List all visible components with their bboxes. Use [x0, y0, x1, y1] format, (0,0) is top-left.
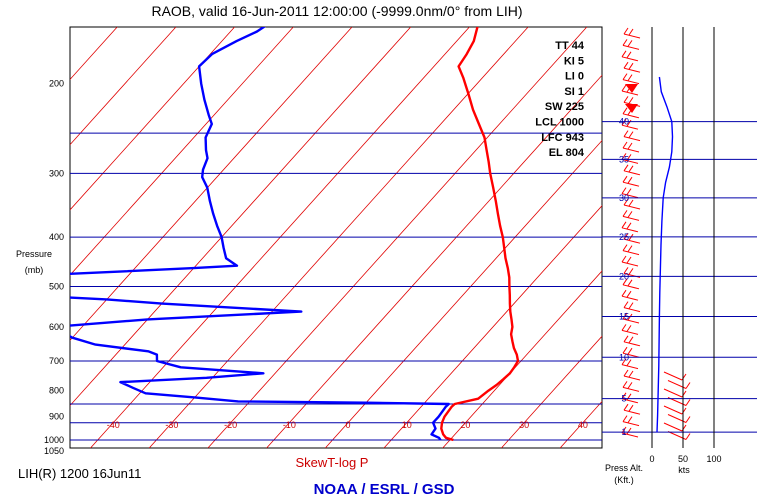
- wind-barb: [622, 415, 640, 427]
- pressure-tick-label: 1050: [44, 446, 64, 456]
- pressure-tick-label: 500: [49, 282, 64, 292]
- wind-barb: [621, 221, 639, 233]
- wind-axis-tick-50: 50: [678, 454, 688, 464]
- stability-index: SW 225: [545, 101, 584, 113]
- chart-title: RAOB, valid 16-Jun-2011 12:00:00 (-9999.…: [151, 3, 522, 19]
- altitude-axis-label-1: Press Alt.: [605, 463, 643, 473]
- wind-barb: [622, 210, 640, 221]
- altitude-tick-label: 25: [619, 232, 629, 242]
- wind-barb: [622, 141, 640, 153]
- sounding-traces: [70, 27, 520, 442]
- altitude-tick-label: 20: [619, 271, 629, 281]
- altitude-tick-label: 15: [619, 312, 629, 322]
- temperature-tick-label: -10: [283, 420, 296, 430]
- wind-barb: [623, 301, 641, 313]
- pressure-tick-label: 900: [49, 412, 64, 422]
- wind-barb: [667, 414, 691, 423]
- isotherm-line: [678, 27, 778, 448]
- stability-indices: TT 44 KI 5 LI 0 SI 1 SW 225 LCL 1000 LFC 943 EL…: [535, 40, 585, 159]
- station-label: LIH(R) 1200 16Jun11: [18, 466, 141, 481]
- pressure-tick-label: 800: [49, 386, 64, 396]
- wind-barb: [623, 369, 641, 381]
- temperature-tick-label: 0: [346, 420, 351, 430]
- temperature-trace: [440, 27, 520, 442]
- altitude-tick-label: 30: [619, 193, 629, 203]
- wind-barb: [621, 50, 639, 62]
- pressure-tick-label: 1000: [44, 435, 64, 445]
- stability-index: LFC 943: [541, 132, 584, 144]
- footer-credit: NOAA / ESRL / GSD: [314, 481, 455, 498]
- altitude-tick-label: 10: [619, 352, 629, 362]
- dewpoint-trace: [70, 27, 450, 441]
- wind-barb: [623, 27, 641, 39]
- wind-axis-tick-0: 0: [649, 454, 654, 464]
- wind-barb: [667, 380, 691, 389]
- wind-barbs: [621, 27, 691, 440]
- pressure-axis-label-2: (mb): [25, 265, 44, 275]
- wind-barb: [623, 61, 641, 73]
- pressure-tick-label: 300: [49, 168, 64, 178]
- temperature-tick-label: 40: [578, 420, 588, 430]
- isotherm-line: [70, 27, 235, 211]
- isotherm-line: [70, 27, 177, 146]
- pressure-tick-label: 200: [49, 79, 64, 89]
- altitude-tick-label: 40: [619, 117, 629, 127]
- temperature-tick-labels: -40 -30 -20 -10 0 10 20 30 40: [107, 420, 588, 430]
- stability-index: LCL 1000: [535, 117, 584, 129]
- stability-index: KI 5: [564, 55, 584, 67]
- isotherm-line: [619, 27, 778, 448]
- temperature-tick-label: 10: [402, 420, 412, 430]
- wind-barb: [621, 289, 639, 301]
- temperature-tick-label: -30: [165, 420, 178, 430]
- temperature-tick-label: 30: [519, 420, 529, 430]
- wind-speed-profile: [656, 76, 674, 433]
- stability-index: LI 0: [565, 71, 584, 83]
- wind-pennant: [625, 104, 638, 113]
- pressure-tick-label: 700: [49, 356, 64, 366]
- altitude-tick-label: 1: [621, 427, 626, 437]
- wind-barb: [622, 73, 640, 85]
- wind-pennant: [625, 84, 638, 93]
- wind-barb: [623, 198, 641, 210]
- temperature-tick-label: -40: [107, 420, 120, 430]
- stability-index: SI 1: [564, 86, 584, 98]
- wind-barb: [667, 431, 691, 440]
- wind-barb: [621, 324, 639, 335]
- wind-barb: [622, 278, 640, 290]
- stability-index: EL 804: [549, 147, 585, 159]
- stability-index: TT 44: [555, 40, 585, 52]
- pressure-axis-label-1: Pressure: [16, 249, 52, 259]
- wind-barb: [622, 346, 640, 358]
- wind-barb: [623, 130, 641, 142]
- altitude-grid-lines: [602, 121, 757, 433]
- wind-barb: [622, 244, 640, 256]
- wind-barb: [622, 175, 640, 187]
- temperature-tick-label: 20: [460, 420, 470, 430]
- pressure-tick-label: 600: [49, 322, 64, 332]
- wind-barb: [621, 255, 639, 267]
- pressure-tick-label: 400: [49, 232, 64, 242]
- altitude-axis-label-2: (Kft.): [614, 475, 634, 485]
- temperature-tick-label: -20: [224, 420, 237, 430]
- wind-barb: [623, 164, 641, 176]
- wind-axis-unit: kts: [678, 465, 690, 475]
- wind-speed-trace: [656, 76, 674, 433]
- wind-axis-tick-100: 100: [706, 454, 721, 464]
- altitude-tick-label: 35: [619, 154, 629, 164]
- wind-barb: [621, 358, 639, 370]
- wind-barb: [622, 39, 640, 50]
- wind-barb: [623, 335, 641, 347]
- altitude-tick-label: 5: [621, 394, 626, 404]
- wind-barb: [622, 381, 640, 392]
- wind-barb: [623, 403, 641, 415]
- wind-barb: [621, 187, 639, 199]
- isotherm-line: [501, 335, 602, 448]
- x-axis-label: SkewT-log P: [296, 455, 369, 470]
